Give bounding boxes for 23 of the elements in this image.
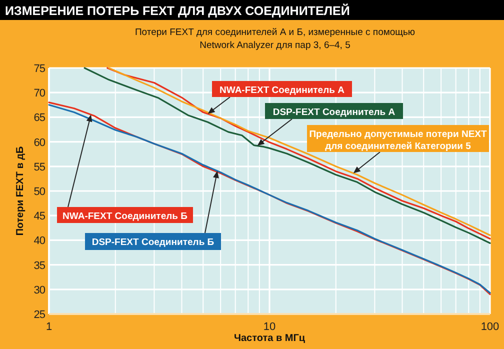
text: NWA-FEXT Соединитель А	[220, 85, 345, 96]
y-tick-label: 75	[34, 63, 46, 75]
y-tick-label: 30	[34, 284, 46, 296]
y-tick-label: 55	[34, 161, 46, 174]
text: NWA-FEXT Соединитель Б	[62, 211, 188, 222]
y-tick-label: 60	[34, 136, 46, 149]
text: DSP-FEXT Соединитель А	[272, 107, 396, 118]
x-axis-title: Частота в МГц	[234, 333, 306, 344]
y-tick-label: 45	[34, 210, 46, 223]
y-tick-label: 25	[34, 309, 46, 321]
y-axis-title: Потери FEXT в дБ	[15, 146, 26, 236]
y-tick-label: 40	[34, 235, 46, 248]
series-label: Предельно допустимые потери NEXT для соединителей Категории 5	[309, 129, 487, 152]
x-tick-label: 1	[46, 321, 52, 333]
y-tick-label: 65	[34, 112, 46, 124]
y-tick-label: 70	[34, 88, 46, 100]
chart-subtitle: Потери FEXT для соединителей А и Б, измеренные с помощью Network Analyzer для пар 3, 6–4, 5	[134, 27, 416, 51]
x-tick-label: 100	[480, 321, 500, 333]
y-tick-label: 50	[34, 186, 46, 198]
x-tick-label: 10	[263, 321, 276, 333]
text: DSP-FEXT Соединитель Б	[92, 237, 214, 248]
y-tick-label: 35	[34, 260, 46, 272]
chart-title: ИЗМЕРЕНИЕ ПОТЕРЬ FEXT ДЛЯ ДВУХ СОЕДИНИТЕЛЕЙ	[5, 3, 350, 18]
